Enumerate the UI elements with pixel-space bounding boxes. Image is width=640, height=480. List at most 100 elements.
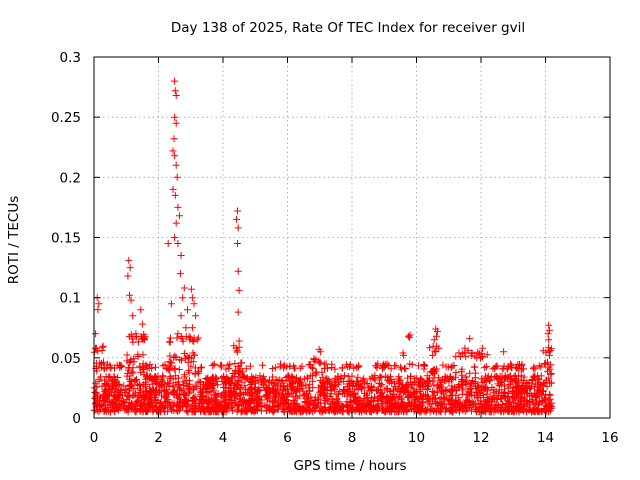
data-point [502, 400, 510, 407]
data-point [236, 385, 244, 393]
data-point [392, 400, 399, 408]
data-point [321, 397, 329, 404]
data-point [490, 373, 498, 381]
data-point [393, 392, 401, 400]
data-point [432, 348, 440, 356]
data-point [519, 381, 527, 389]
data-point [208, 384, 216, 392]
data-point [134, 353, 142, 360]
data-point [172, 119, 180, 127]
data-point [110, 399, 117, 407]
data-point [237, 391, 245, 399]
data-point [432, 407, 440, 415]
data-point [504, 392, 512, 400]
data-point [130, 358, 138, 366]
data-point [338, 364, 346, 372]
data-point [411, 401, 419, 409]
data-point [176, 270, 184, 278]
data-point [546, 391, 554, 399]
data-point [171, 191, 179, 199]
data-point [426, 374, 433, 382]
data-point [197, 387, 205, 395]
data-point [433, 332, 440, 340]
data-point [534, 372, 542, 380]
data-point [161, 361, 169, 369]
data-point [475, 408, 483, 415]
data-point [483, 398, 491, 406]
data-point [436, 395, 444, 403]
data-point [309, 408, 317, 416]
data-point [492, 362, 500, 370]
data-point [346, 363, 353, 371]
data-point [410, 394, 418, 402]
data-point [187, 285, 195, 293]
data-point [272, 376, 280, 384]
data-point [96, 359, 104, 367]
data-point [204, 374, 212, 382]
data-point [311, 396, 319, 404]
data-point [197, 408, 205, 416]
data-point [103, 364, 111, 372]
data-point [437, 404, 445, 412]
data-point [456, 398, 464, 406]
data-point [433, 342, 441, 350]
data-point [158, 392, 165, 400]
data-point [149, 375, 157, 383]
data-point [182, 324, 190, 332]
data-point [353, 363, 361, 371]
data-point [165, 358, 173, 366]
data-point [137, 399, 145, 407]
data-point [504, 384, 512, 392]
data-point [290, 375, 298, 383]
data-point [421, 362, 428, 370]
data-point [174, 402, 182, 410]
data-point [316, 359, 324, 367]
data-point [260, 380, 268, 388]
data-point [170, 135, 178, 143]
data-point [177, 312, 185, 320]
data-point [530, 363, 538, 371]
data-point [234, 267, 242, 275]
data-point [448, 362, 456, 370]
data-point [373, 387, 380, 395]
data-point [311, 404, 319, 412]
data-point [292, 387, 300, 395]
data-point [471, 363, 479, 371]
data-point [420, 361, 428, 368]
data-point [161, 404, 169, 411]
data-point [448, 403, 455, 411]
data-point [384, 386, 391, 394]
data-point [310, 355, 318, 363]
data-point [541, 395, 549, 403]
data-point [463, 406, 471, 414]
data-point [157, 378, 165, 386]
data-point [543, 376, 550, 384]
data-point [96, 403, 104, 411]
data-point [304, 406, 312, 414]
data-point [442, 363, 450, 371]
data-point [145, 365, 153, 372]
data-point [218, 378, 226, 385]
data-point [307, 393, 315, 401]
data-point [207, 408, 215, 415]
data-point [246, 397, 254, 405]
data-point [403, 406, 411, 414]
data-point [190, 300, 198, 308]
data-point [354, 363, 362, 371]
data-point [243, 408, 251, 416]
y-axis-label: ROTI / TECUs [6, 196, 22, 284]
data-point [356, 395, 364, 403]
data-point [486, 376, 494, 384]
data-point [258, 402, 266, 410]
data-point [546, 347, 554, 355]
data-point [478, 404, 486, 412]
data-point [147, 397, 155, 405]
data-point [542, 407, 550, 415]
data-point [172, 92, 180, 99]
data-point [506, 398, 513, 406]
data-point [280, 361, 288, 369]
data-point [159, 373, 167, 381]
data-point [461, 400, 468, 408]
data-point [411, 375, 419, 382]
data-point [331, 365, 339, 373]
